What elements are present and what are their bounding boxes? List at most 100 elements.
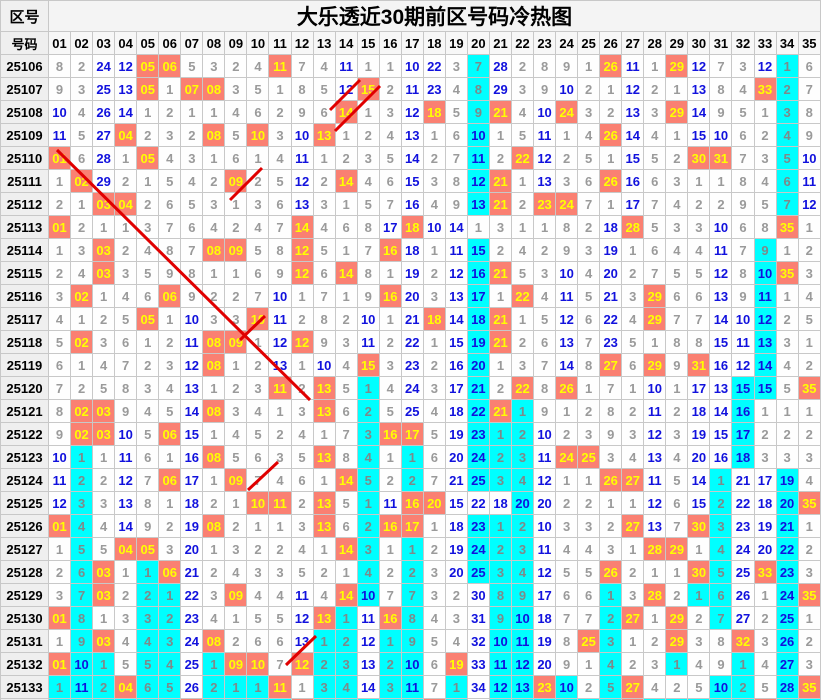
heat-cell[interactable]: 32 xyxy=(466,629,490,653)
heat-cell[interactable]: 9 xyxy=(555,238,579,262)
heat-cell[interactable]: 3 xyxy=(70,491,94,515)
heat-cell[interactable]: 2 xyxy=(268,537,292,561)
heat-cell[interactable]: 5 xyxy=(422,422,446,446)
heat-cell[interactable]: 12 xyxy=(753,307,777,331)
heat-cell[interactable]: 5 xyxy=(797,307,821,331)
heat-cell[interactable]: 16 xyxy=(180,445,204,469)
heat-cell[interactable]: 20 xyxy=(687,445,711,469)
heat-cell[interactable]: 2 xyxy=(444,583,468,607)
heat-cell[interactable]: 1 xyxy=(709,169,733,193)
heat-cell[interactable]: 11 xyxy=(180,330,204,354)
heat-cell[interactable]: 1 xyxy=(334,192,358,216)
heat-cell[interactable]: 1 xyxy=(114,215,138,239)
heat-cell[interactable]: 14 xyxy=(687,468,711,492)
heat-cell[interactable]: 3 xyxy=(136,376,160,400)
heat-cell[interactable]: 5 xyxy=(378,399,402,423)
heat-cell[interactable]: 7 xyxy=(775,192,799,216)
heat-cell[interactable]: 5 xyxy=(356,192,380,216)
heat-cell[interactable]: 29 xyxy=(665,54,689,78)
heat-cell[interactable]: 11 xyxy=(47,468,72,492)
heat-cell[interactable]: 12 xyxy=(114,54,138,78)
heat-cell[interactable]: 10 xyxy=(533,100,557,124)
heat-cell[interactable]: 2 xyxy=(422,261,446,285)
heat-cell[interactable]: 12 xyxy=(488,675,512,699)
heat-cell[interactable]: 09 xyxy=(224,238,248,262)
heat-cell[interactable]: 8 xyxy=(268,238,292,262)
heat-cell[interactable]: 4 xyxy=(510,560,535,584)
heat-cell[interactable]: 19 xyxy=(533,629,557,653)
heat-cell[interactable]: 5 xyxy=(665,261,689,285)
heat-cell[interactable]: 2 xyxy=(268,422,292,446)
heat-cell[interactable]: 6 xyxy=(246,445,270,469)
heat-cell[interactable]: 1 xyxy=(92,215,116,239)
heat-cell[interactable]: 9 xyxy=(731,284,755,308)
heat-cell[interactable]: 2 xyxy=(114,583,138,607)
heat-cell[interactable]: 24 xyxy=(400,376,424,400)
row-header-period[interactable]: 25116 xyxy=(0,284,49,308)
heat-cell[interactable]: 21 xyxy=(488,261,512,285)
heat-cell[interactable]: 20 xyxy=(533,652,557,676)
heat-cell[interactable]: 14 xyxy=(334,537,358,561)
heat-cell[interactable]: 9 xyxy=(114,399,138,423)
heat-cell[interactable]: 1 xyxy=(92,652,116,676)
heat-cell[interactable]: 6 xyxy=(312,100,336,124)
heat-cell[interactable]: 13 xyxy=(356,652,380,676)
heat-cell[interactable]: 2 xyxy=(444,698,468,700)
heat-cell[interactable]: 11 xyxy=(114,445,138,469)
heat-cell[interactable]: 3 xyxy=(136,215,160,239)
heat-cell[interactable]: 3 xyxy=(70,77,94,101)
heat-cell[interactable]: 1 xyxy=(312,537,336,561)
heat-cell[interactable]: 3 xyxy=(753,445,777,469)
heat-cell[interactable]: 13 xyxy=(753,330,777,354)
heat-cell[interactable]: 1 xyxy=(797,330,821,354)
heat-cell[interactable]: 4 xyxy=(356,560,380,584)
heat-cell[interactable]: 21 xyxy=(488,169,512,193)
heat-cell[interactable]: 1 xyxy=(290,284,314,308)
heat-cell[interactable]: 22 xyxy=(599,307,623,331)
column-header-13[interactable]: 13 xyxy=(312,31,336,55)
heat-cell[interactable]: 7 xyxy=(643,192,667,216)
heat-cell[interactable]: 4 xyxy=(158,146,182,170)
heat-cell[interactable]: 8 xyxy=(70,606,94,630)
heat-cell[interactable]: 2 xyxy=(775,422,799,446)
row-header-period[interactable]: 25128 xyxy=(0,560,49,584)
heat-cell[interactable]: 1 xyxy=(70,307,94,331)
heat-cell[interactable]: 4 xyxy=(356,445,380,469)
heat-cell[interactable]: 17 xyxy=(533,583,557,607)
heat-cell[interactable]: 2 xyxy=(378,468,402,492)
heat-cell[interactable]: 4 xyxy=(114,284,138,308)
heat-cell[interactable]: 27 xyxy=(775,652,799,676)
heat-cell[interactable]: 03 xyxy=(92,583,116,607)
heat-cell[interactable]: 1 xyxy=(136,560,160,584)
heat-cell[interactable]: 02 xyxy=(70,284,94,308)
heat-cell[interactable]: 6 xyxy=(643,169,667,193)
heat-cell[interactable]: 1 xyxy=(224,491,248,515)
heat-cell[interactable]: 3 xyxy=(510,445,535,469)
heat-cell[interactable]: 18 xyxy=(731,445,755,469)
heat-cell[interactable]: 21 xyxy=(488,330,512,354)
heat-cell[interactable]: 7 xyxy=(47,376,72,400)
heat-cell[interactable]: 05 xyxy=(136,77,160,101)
heat-cell[interactable]: 3 xyxy=(378,100,402,124)
heat-cell[interactable]: 2 xyxy=(136,123,160,147)
heat-cell[interactable]: 1 xyxy=(47,537,72,561)
heat-cell[interactable]: 14 xyxy=(356,675,380,699)
heat-cell[interactable]: 13 xyxy=(400,123,424,147)
heat-cell[interactable]: 7 xyxy=(268,215,292,239)
heat-cell[interactable]: 15 xyxy=(356,77,380,101)
heat-cell[interactable]: 9 xyxy=(180,284,204,308)
row-header-period[interactable]: 25123 xyxy=(0,445,49,469)
heat-cell[interactable]: 10 xyxy=(246,123,270,147)
heat-cell[interactable]: 19 xyxy=(444,652,468,676)
heat-cell[interactable]: 1 xyxy=(224,353,248,377)
heat-cell[interactable]: 26 xyxy=(775,629,799,653)
row-header-period[interactable]: 25114 xyxy=(0,238,49,262)
heat-cell[interactable]: 7 xyxy=(466,54,490,78)
heat-cell[interactable]: 06 xyxy=(158,54,182,78)
heat-cell[interactable]: 2 xyxy=(202,169,226,193)
heat-cell[interactable]: 1 xyxy=(687,583,711,607)
heat-cell[interactable]: 1 xyxy=(444,675,468,699)
heat-cell[interactable]: 9 xyxy=(444,192,468,216)
heat-cell[interactable]: 5 xyxy=(246,77,270,101)
heat-cell[interactable]: 28 xyxy=(775,675,799,699)
